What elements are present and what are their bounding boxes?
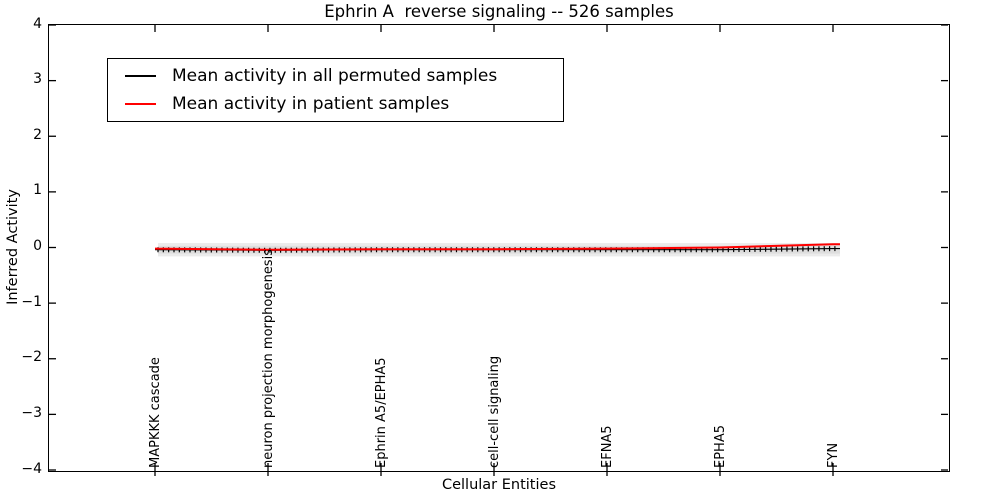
y-tick-label: 2 xyxy=(33,126,42,143)
y-tick-label: −1 xyxy=(21,293,42,310)
x-tick-label: neuron projection morphogenesis xyxy=(261,249,276,468)
plot-area: MAPKKK cascade neuron projection morphoge… xyxy=(48,24,950,476)
x-axis-label: Cellular Entities xyxy=(441,477,557,493)
legend: Mean activity in all permuted samples Me… xyxy=(107,58,564,122)
y-tick-label: −2 xyxy=(21,349,42,366)
y-tick-label: 4 xyxy=(33,15,42,32)
legend-label-permuted: Mean activity in all permuted samples xyxy=(172,66,498,86)
patient-line-sample xyxy=(125,103,156,105)
y-tick-label: 0 xyxy=(33,238,42,254)
patient-mean-line xyxy=(154,243,840,251)
x-tick-label: EFNA5 xyxy=(600,425,615,468)
permuted-line-sample xyxy=(125,75,156,77)
legend-row-permuted: Mean activity in all permuted samples xyxy=(108,62,563,90)
x-tick-label: EPHA5 xyxy=(713,425,728,468)
y-tick-label: −4 xyxy=(21,460,42,477)
x-tick-label: FYN xyxy=(826,442,841,468)
x-tick-label: Ephrin A5/EPHA5 xyxy=(374,357,389,468)
plot-canvas xyxy=(49,24,948,476)
chart-title: Ephrin A reverse signaling -- 526 sample… xyxy=(324,2,674,21)
y-tick-label: 3 xyxy=(33,71,42,88)
x-tick-label: cell-cell signaling xyxy=(487,355,502,468)
y-tick-label: −3 xyxy=(21,404,42,421)
x-tick-label: MAPKKK cascade xyxy=(148,357,163,468)
legend-label-patient: Mean activity in patient samples xyxy=(172,94,450,114)
legend-row-patient: Mean activity in patient samples xyxy=(108,90,563,118)
y-tick-label: 1 xyxy=(33,182,42,199)
